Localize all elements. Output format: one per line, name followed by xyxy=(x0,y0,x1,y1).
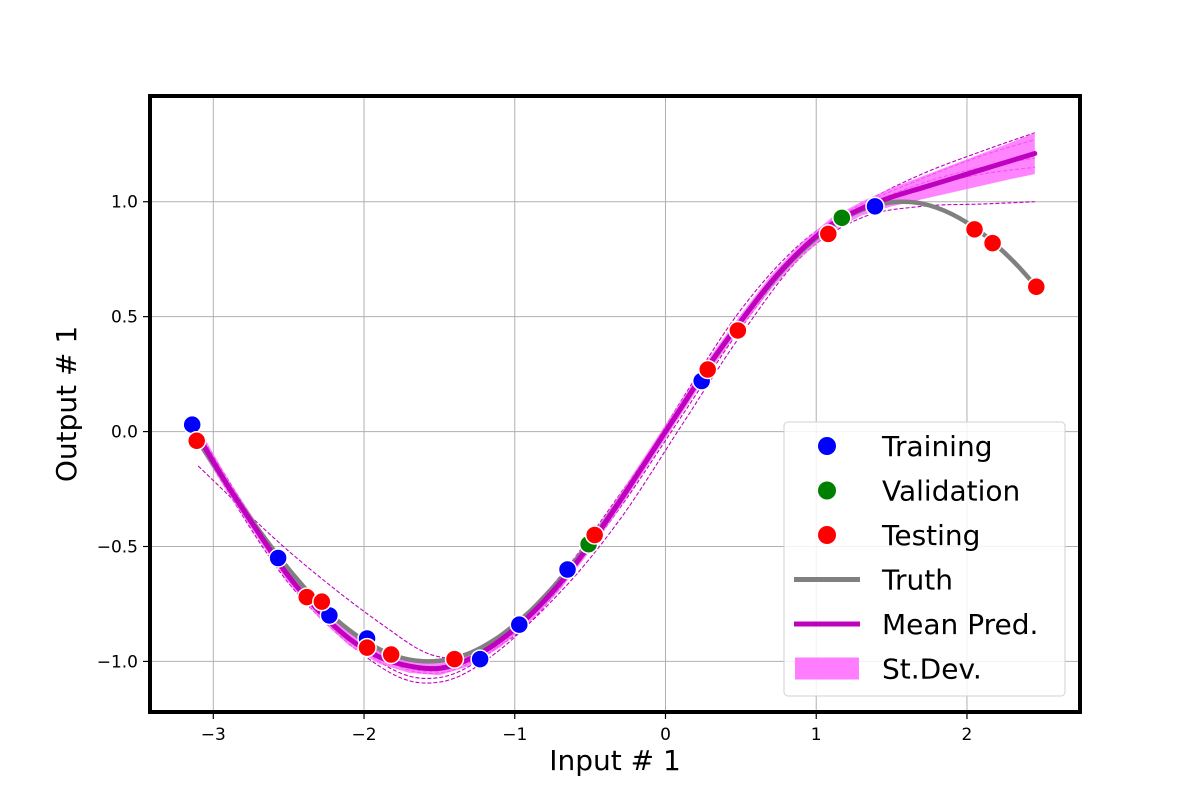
legend-label-mean: Mean Pred. xyxy=(882,608,1038,641)
points-group xyxy=(182,196,1047,669)
x-tick-label: −3 xyxy=(201,725,226,745)
testing-point xyxy=(584,525,605,545)
training-point xyxy=(865,196,885,217)
legend-label-std: St.Dev. xyxy=(882,653,982,686)
x-tick-label: 1 xyxy=(811,725,822,745)
mean-prediction-line xyxy=(195,150,1038,672)
legend: Training Validation Testing Truth Mean Pred.… xyxy=(783,421,1066,697)
lines-group xyxy=(195,150,1038,672)
training-point xyxy=(182,414,202,435)
testing-point xyxy=(186,431,207,451)
testing-point xyxy=(697,359,718,380)
y-tick-label: −1.0 xyxy=(97,652,138,672)
training-point xyxy=(557,559,578,580)
ensemble-member-line xyxy=(197,201,1035,659)
testing-point xyxy=(357,637,377,658)
plot-frame xyxy=(148,94,1082,714)
testing-point xyxy=(728,320,748,341)
testing-point xyxy=(444,649,465,669)
testing-point xyxy=(818,224,839,244)
legend-marker-training xyxy=(818,437,836,455)
x-tick-label: −1 xyxy=(502,725,527,745)
training-point xyxy=(268,548,288,568)
x-axis: −3 −2 −1 0 1 2 xyxy=(201,712,973,745)
legend-label-validation: Validation xyxy=(882,475,1020,508)
x-tick-label: 2 xyxy=(962,725,973,745)
legend-label-truth: Truth xyxy=(881,564,953,597)
training-point xyxy=(509,614,530,635)
y-tick-label: 0.5 xyxy=(111,308,138,328)
testing-point xyxy=(964,219,985,240)
x-tick-label: 0 xyxy=(660,725,671,745)
testing-point xyxy=(982,233,1003,253)
legend-label-testing: Testing xyxy=(881,519,980,552)
x-tick-label: −2 xyxy=(352,725,377,745)
legend-marker-validation xyxy=(818,481,836,500)
y-tick-label: 0.0 xyxy=(111,423,138,443)
testing-point xyxy=(381,644,401,665)
legend-patch-std xyxy=(795,657,859,680)
y-axis-label: Output # 1 xyxy=(50,326,83,482)
legend-box xyxy=(783,421,1066,697)
grid xyxy=(150,96,1080,712)
legend-label-training: Training xyxy=(881,430,992,463)
y-tick-label: −0.5 xyxy=(97,538,138,558)
testing-point xyxy=(312,591,332,612)
std-band xyxy=(198,132,1035,676)
legend-marker-testing xyxy=(818,526,836,544)
y-tick-label: 1.0 xyxy=(111,193,138,213)
y-axis: −1.0 −0.5 0.0 0.5 1.0 xyxy=(97,193,150,672)
x-axis-label: Input # 1 xyxy=(549,744,681,777)
std-band-group xyxy=(198,132,1035,676)
training-point xyxy=(470,649,490,669)
validation-point xyxy=(832,208,852,228)
testing-point xyxy=(1026,277,1047,297)
